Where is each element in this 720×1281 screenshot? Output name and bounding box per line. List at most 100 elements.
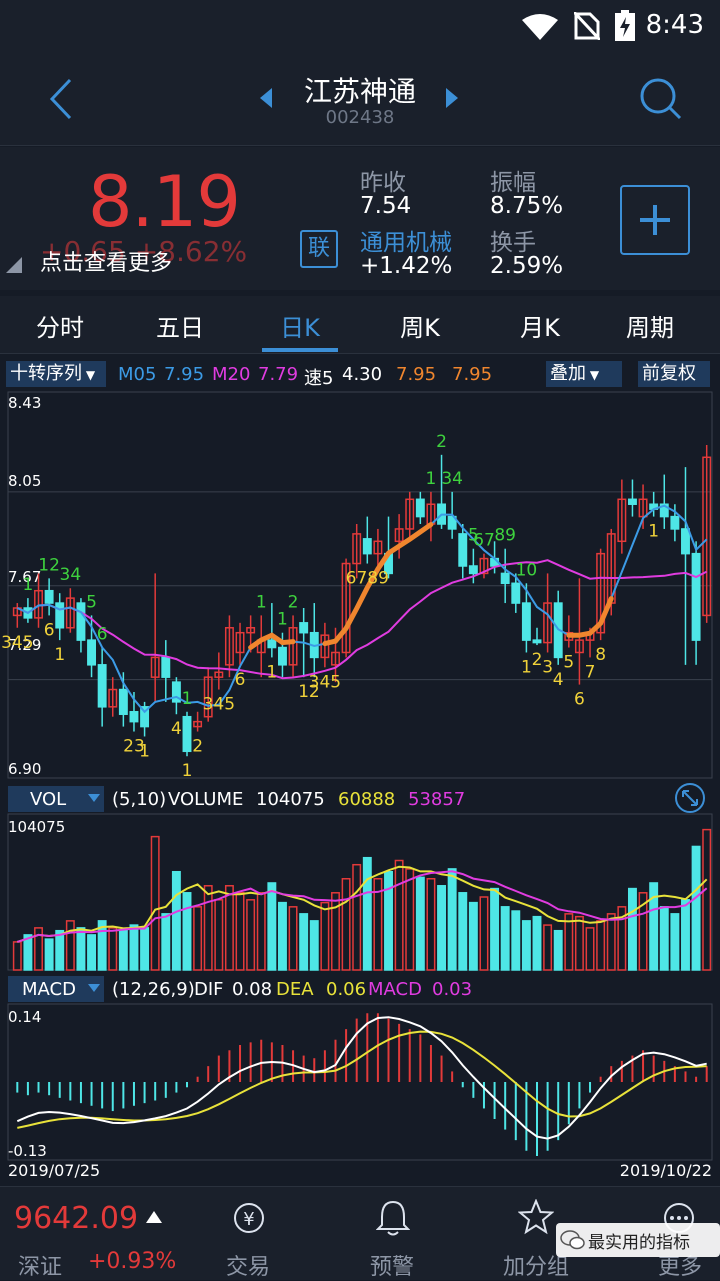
dif-value: 0.08 (232, 979, 272, 1000)
expand-icon[interactable] (675, 783, 705, 813)
candle-body (44, 589, 54, 604)
candle-body (596, 552, 606, 634)
back-icon[interactable] (46, 78, 76, 120)
candle-body (65, 597, 75, 629)
linked-button[interactable]: 联 (300, 230, 338, 268)
view-more-tip[interactable]: 点击查看更多 (40, 251, 173, 276)
tab-weekly-k[interactable]: 周K (400, 314, 440, 342)
start-date: 2019/07/25 (8, 1161, 100, 1180)
candle-body (511, 582, 521, 604)
volume-bar (224, 885, 234, 971)
td-down-label: 2 (192, 737, 203, 757)
bottom-bar: 9642.09 深证 +0.93% ¥ 交易 预警 加分组 更多 最实用的指标 (0, 1186, 720, 1280)
y-tick-2: 8.05 (8, 472, 41, 490)
battery-charging-icon (615, 10, 635, 41)
volume-bar (203, 885, 213, 971)
volume-bar (267, 882, 277, 971)
td-down-label: 23 (123, 737, 145, 757)
trade-button[interactable]: ¥ 交易 (208, 1187, 288, 1281)
candle-body (447, 515, 457, 530)
candle-body (235, 631, 245, 654)
volume-bar (150, 835, 160, 971)
speed-label: 速5 (304, 368, 334, 389)
sector-link[interactable]: 通用机械 (360, 230, 452, 256)
kline-chart-area[interactable]: 8.43 8.05 7.67 7.29 6.90 112 345611121234… (0, 390, 720, 1186)
candle-body (288, 627, 298, 666)
vol-dropdown[interactable] (8, 786, 104, 812)
watermark-text: 最实用的指标 (588, 1233, 690, 1253)
tab-five-day[interactable]: 五日 (156, 314, 204, 342)
volume-bar (108, 927, 118, 971)
tab-monthly-k[interactable]: 月K (520, 314, 560, 342)
dropdown-arrow-icon: ▼ (586, 368, 600, 382)
volume-bar (97, 920, 107, 971)
candle-body (277, 646, 287, 666)
candle-body (299, 622, 309, 634)
volume-bar (617, 906, 627, 971)
stock-name: 江苏神通 (303, 75, 416, 108)
end-date: 2019/10/22 (620, 1161, 712, 1180)
macd-dropdown[interactable] (8, 976, 104, 1002)
tab-intraday[interactable]: 分时 (36, 314, 84, 342)
macd-value: 0.03 (432, 979, 472, 1000)
volume-bar (309, 920, 319, 971)
td-down-label: 6 (574, 690, 585, 710)
candle-body (97, 664, 107, 708)
volume-bar (171, 870, 181, 971)
td-up-label: 5 (86, 592, 97, 612)
volume-bar (44, 938, 54, 971)
td-down-label: 345 (203, 695, 235, 715)
moving-averages (16, 504, 708, 714)
index-name: 深证 (18, 1255, 63, 1280)
tab-daily-k[interactable]: 日K (280, 314, 320, 342)
prev-stock-icon[interactable] (258, 88, 274, 108)
search-icon[interactable] (638, 76, 682, 120)
vol-value: 104075 (256, 789, 325, 810)
td-up-label: 1 (256, 592, 267, 612)
tab-period[interactable]: 周期 (626, 314, 674, 342)
trend-highlight-line (566, 596, 614, 638)
candle-body (670, 515, 680, 530)
candle-body (638, 498, 648, 518)
add-group-button[interactable]: 加分组 (496, 1187, 576, 1281)
volume-bar (235, 892, 245, 971)
alert-button[interactable]: 预警 (352, 1187, 432, 1281)
next-stock-icon[interactable] (444, 88, 460, 108)
volume-bar (246, 899, 256, 971)
index-value[interactable]: 9642.09 (14, 1201, 139, 1236)
candle-body (352, 533, 362, 565)
dea-value: 0.06 (326, 979, 366, 1000)
macd-max-label: 0.14 (8, 1008, 41, 1026)
volume-bar (87, 934, 97, 971)
volume-bar (638, 892, 648, 971)
series-dropdown[interactable]: 十转序列 ▼ (6, 361, 106, 387)
candle-body (76, 602, 86, 641)
add-watchlist-button[interactable] (620, 185, 690, 255)
vol-label: VOL (30, 789, 66, 810)
volume-bar (458, 892, 468, 971)
candle-body (203, 676, 213, 718)
volume-bar (193, 906, 203, 971)
td-down-label: 6 (44, 620, 55, 640)
td-down-label: 1 (182, 761, 193, 781)
trend-highlight-line (248, 632, 296, 650)
volume-bar (405, 868, 415, 971)
vol-ma5: 60888 (338, 789, 395, 810)
volume-bar (426, 878, 436, 971)
td-down-label: 2 (309, 682, 320, 702)
volume-bar (362, 856, 372, 971)
up-arrow-icon (146, 1211, 162, 1223)
candle-body (415, 498, 425, 518)
candle-body (458, 533, 468, 567)
td-down-label: 345 (1, 633, 33, 653)
price-panel-frame (7, 391, 713, 779)
ma20-value: 7.79 (258, 364, 299, 385)
candle-body (479, 557, 489, 575)
candle-body (617, 498, 627, 543)
adjust-button[interactable]: 前复权 (638, 361, 710, 387)
overlay-dropdown[interactable]: 叠加 ▼ (546, 361, 622, 387)
macd-params: (12,26,9) (112, 979, 195, 1000)
trade-icon: ¥ (234, 1203, 264, 1233)
quote-panel[interactable]: 8.19 +0.65 +8.62% 点击查看更多 联 昨收 7.54 通用机械 … (0, 147, 720, 290)
